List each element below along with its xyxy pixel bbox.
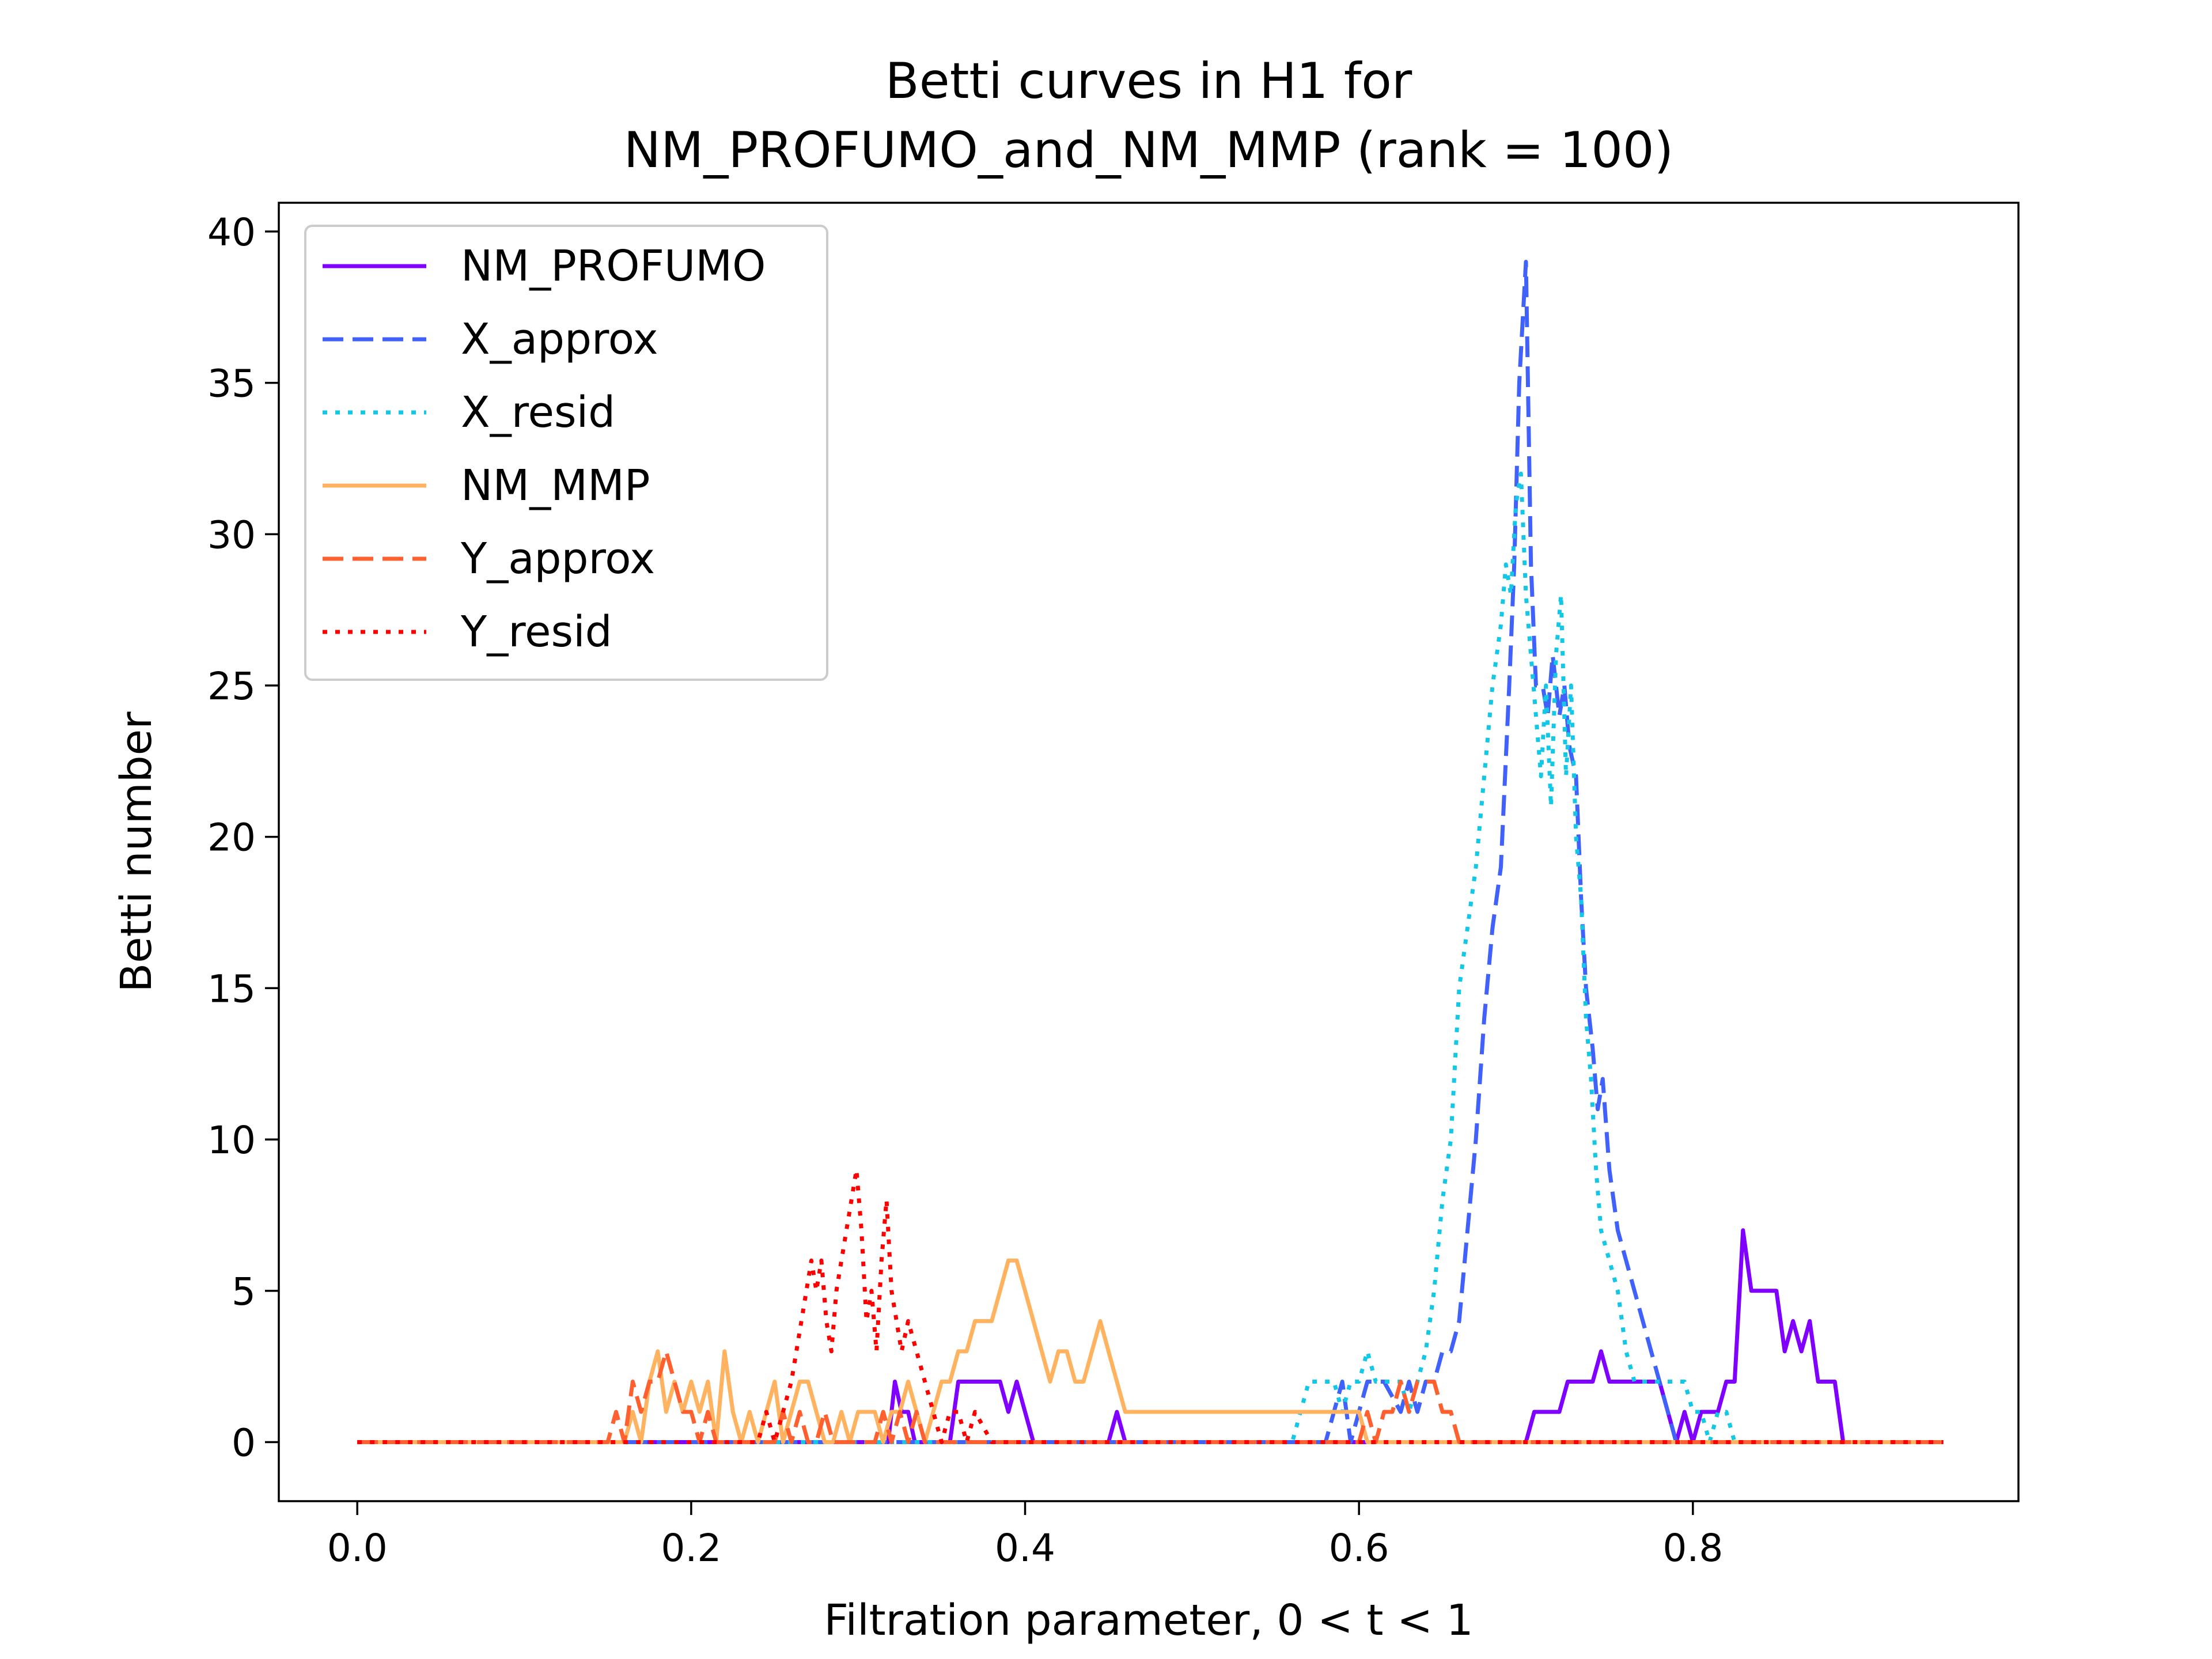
series-line-nm-mmp [357,1258,1944,1444]
legend-label: Y_resid [460,607,612,657]
legend-label: NM_MMP [461,461,650,510]
legend: NM_PROFUMO X_approx X_resid NM_MMP Y_approx Y… [304,225,828,681]
x-tick-label: 0.6 [1329,1526,1389,1570]
y-tick-label: 0 [232,1421,256,1465]
y-tick-label: 35 [207,362,256,406]
y-tick-label: 25 [207,664,256,709]
y-tick-label: 40 [207,210,256,255]
y-axis: 0 5 10 15 20 25 30 35 40 [207,210,279,1465]
legend-label: X_approx [461,315,658,364]
series-line-x-resid [357,471,1944,1444]
x-tick-label: 0.8 [1662,1526,1723,1570]
series-line-x-approx [357,260,1944,1444]
y-tick-label: 15 [207,967,256,1011]
series-line-nm-profumo [357,1228,1944,1444]
legend-label: X_resid [461,388,615,437]
chart-subtitle: NM_PROFUMO_and_NM_MMP (rank = 100) [624,122,1673,179]
series-layer [357,260,1944,1444]
chart-title: Betti curves in H1 for [885,52,1412,110]
plot-frame [278,202,2020,1502]
legend-label: NM_PROFUMO [461,241,766,291]
series-line-y-approx [357,1349,1944,1444]
x-axis-label: Filtration parameter, 0 < t < 1 [824,1596,1473,1645]
legend-box [304,225,828,681]
x-tick-label: 0.0 [327,1526,388,1570]
y-tick-label: 30 [207,513,256,557]
x-tick-label: 0.2 [661,1526,721,1570]
legend-label: Y_approx [460,534,655,584]
y-tick-label: 10 [207,1118,256,1162]
y-tick-label: 5 [232,1270,256,1314]
x-axis: 0.0 0.2 0.4 0.6 0.8 [327,1501,1723,1570]
y-axis-label: Betti number [112,711,161,993]
x-tick-label: 0.4 [995,1526,1055,1570]
y-tick-label: 20 [207,816,256,860]
